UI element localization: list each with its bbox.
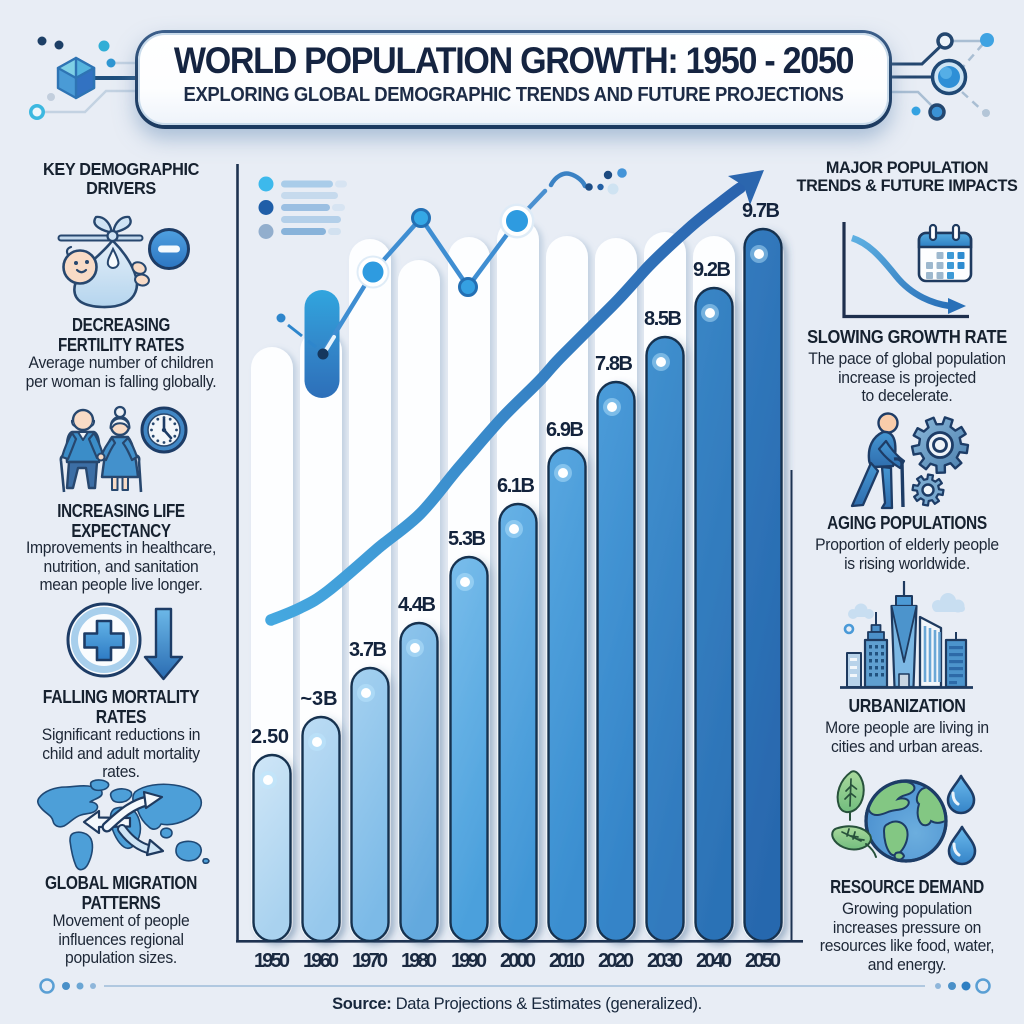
svg-text:~3B: ~3B: [300, 688, 337, 710]
svg-text:5.3B: 5.3B: [448, 528, 486, 550]
svg-text:1950: 1950: [254, 950, 290, 972]
svg-text:8.5B: 8.5B: [644, 308, 682, 330]
svg-text:1970: 1970: [352, 950, 388, 972]
svg-text:6.9B: 6.9B: [546, 419, 584, 441]
svg-text:9.7B: 9.7B: [742, 200, 780, 222]
svg-text:2030: 2030: [647, 950, 683, 972]
svg-text:7.8B: 7.8B: [595, 353, 633, 375]
svg-text:2040: 2040: [696, 950, 732, 972]
svg-text:1960: 1960: [303, 950, 339, 972]
svg-text:2010: 2010: [549, 950, 585, 972]
svg-text:6.1B: 6.1B: [497, 475, 535, 497]
svg-text:1980: 1980: [401, 950, 437, 972]
svg-text:2050: 2050: [745, 950, 781, 972]
svg-text:3.7B: 3.7B: [349, 639, 387, 661]
svg-text:2000: 2000: [500, 950, 536, 972]
svg-text:2020: 2020: [598, 950, 634, 972]
svg-text:1990: 1990: [451, 950, 487, 972]
svg-text:2.50: 2.50: [251, 726, 289, 748]
svg-text:4.4B: 4.4B: [398, 594, 436, 616]
svg-text:9.2B: 9.2B: [693, 259, 731, 281]
